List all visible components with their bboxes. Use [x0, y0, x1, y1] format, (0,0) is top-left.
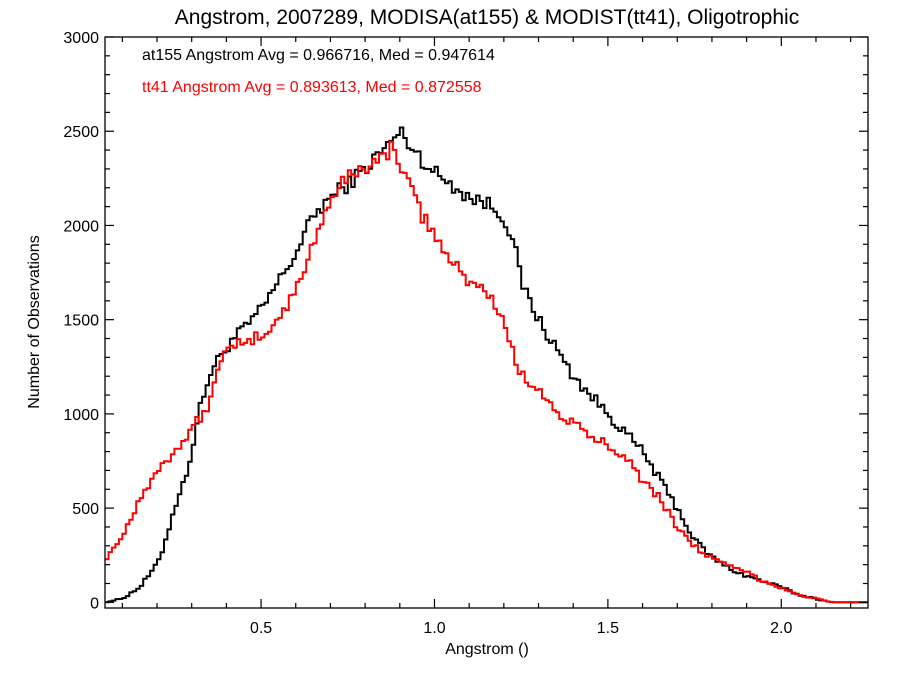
x-tick-label: 2.0 [770, 620, 792, 637]
x-tick-label: 0.5 [250, 620, 272, 637]
x-axis: 0.5 1.0 1.5 2.0 [121, 37, 852, 637]
y-tick-label: 0 [90, 595, 99, 612]
x-axis-label: Angstrom () [445, 641, 529, 658]
x-tick-label: 1.0 [423, 620, 445, 637]
series-layer [105, 126, 868, 604]
y-axis: 0 500 1000 1500 2000 2500 3000 [63, 30, 868, 612]
y-tick-label: 1000 [63, 407, 99, 424]
y-tick-label: 2500 [63, 124, 99, 141]
y-tick-label: 3000 [63, 30, 99, 47]
annotations: at155 Angstrom Avg = 0.966716, Med = 0.9… [142, 47, 495, 96]
y-tick-label: 2000 [63, 218, 99, 235]
annotation-tt41: tt41 Angstrom Avg = 0.893613, Med = 0.87… [142, 79, 482, 96]
annotation-at155: at155 Angstrom Avg = 0.966716, Med = 0.9… [142, 47, 495, 64]
chart-title: Angstrom, 2007289, MODISA(at155) & MODIS… [175, 6, 799, 29]
series-line-2 [105, 140, 868, 604]
plot-frame [104, 36, 869, 609]
y-tick-label: 500 [72, 501, 99, 518]
y-tick-label: 1500 [63, 313, 99, 330]
x-tick-label: 1.5 [597, 620, 619, 637]
y-axis-label: Number of Observations [26, 235, 43, 408]
